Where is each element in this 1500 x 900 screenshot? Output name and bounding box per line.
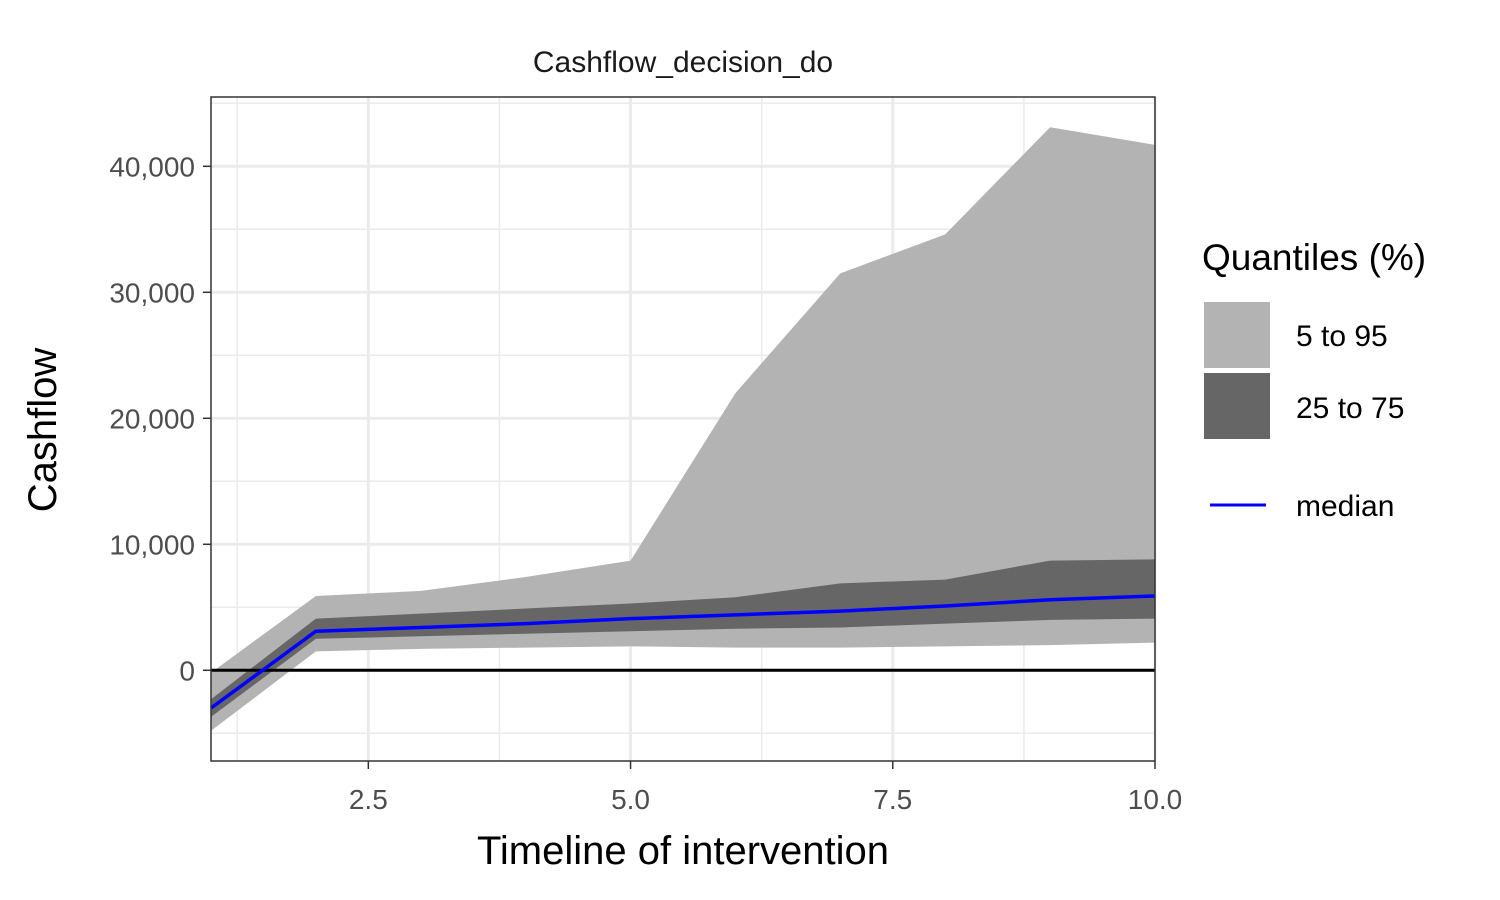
plot-panel — [209, 96, 1157, 762]
y-tick-label: 0 — [179, 655, 195, 686]
y-axis: 0 10,000 20,000 30,000 40,000 — [109, 151, 211, 686]
legend-label-median: median — [1296, 490, 1394, 523]
legend: Quantiles (%) 5 to 95 25 to 75 median — [1202, 237, 1426, 523]
legend-key-5-to-95 — [1204, 302, 1270, 368]
y-tick-label: 40,000 — [109, 151, 195, 182]
quantile-band-25-to-75 — [211, 559, 1155, 717]
median-lines — [209, 594, 1156, 710]
plot-border — [210, 96, 1156, 762]
x-tick-label: 2.5 — [349, 784, 388, 815]
y-tick-label: 20,000 — [109, 403, 195, 434]
y-tick-label: 30,000 — [109, 277, 195, 308]
quantile-bands — [211, 127, 1155, 731]
x-tick-label: 5.0 — [611, 784, 650, 815]
legend-title: Quantiles (%) — [1202, 237, 1426, 278]
y-axis-title: Cashflow — [21, 348, 65, 513]
quantile-band-5-to-95 — [211, 127, 1155, 731]
median-line — [209, 594, 1156, 710]
y-tick-label: 10,000 — [109, 529, 195, 560]
legend-label-25-to-75: 25 to 75 — [1296, 392, 1404, 425]
x-axis-title: Timeline of intervention — [477, 829, 889, 873]
x-tick-label: 10.0 — [1128, 784, 1183, 815]
legend-key-25-to-75 — [1204, 373, 1270, 439]
chart-title: Cashflow_decision_do — [533, 46, 833, 79]
x-axis: 2.5 5.0 7.5 10.0 — [349, 761, 1182, 815]
x-tick-label: 7.5 — [873, 784, 912, 815]
legend-label-5-to-95: 5 to 95 — [1296, 320, 1388, 353]
